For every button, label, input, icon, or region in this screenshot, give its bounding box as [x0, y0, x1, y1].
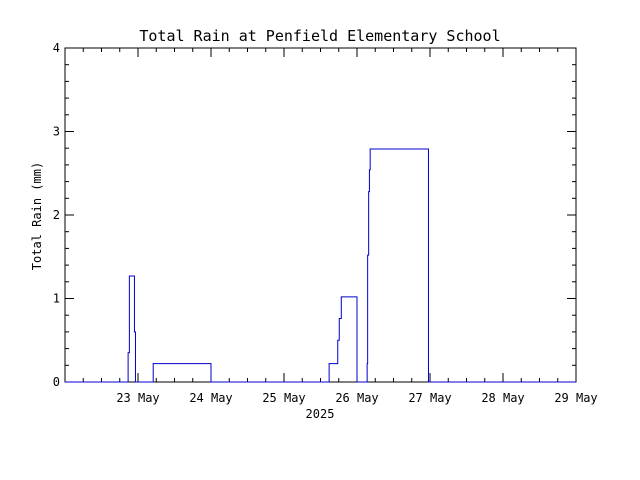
x-tick-label: 26 May	[335, 391, 378, 405]
x-axis-ticks: 23 May 24 May 25 May 26 May 27 May 28 May 29 M…	[64, 48, 598, 405]
y-tick-label: 1	[53, 292, 60, 306]
plot-frame	[64, 47, 577, 383]
x-tick-label: 29 May	[554, 391, 597, 405]
x-tick-label: 25 May	[262, 391, 305, 405]
x-tick-label: 27 May	[408, 391, 451, 405]
x-tick-label: 24 May	[189, 391, 232, 405]
chart-title: Total Rain at Penfield Elementary School	[139, 27, 500, 45]
y-tick-label: 0	[53, 375, 60, 389]
x-tick-label: 28 May	[481, 391, 524, 405]
rain-series-line	[65, 148, 576, 383]
y-tick-label: 3	[53, 125, 60, 139]
x-axis-label: 2025	[306, 407, 335, 421]
y-tick-label: 2	[53, 208, 60, 222]
y-axis-ticks: 0 1 2 3 4	[53, 41, 576, 389]
y-axis-label: Total Rain (mm)	[30, 162, 44, 270]
x-tick-label: 23 May	[116, 391, 159, 405]
y-tick-label: 4	[53, 41, 60, 55]
